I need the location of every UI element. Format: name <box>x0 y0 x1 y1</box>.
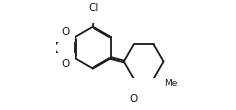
Text: Cl: Cl <box>89 3 99 13</box>
Text: O: O <box>130 94 138 104</box>
Text: O: O <box>61 27 69 37</box>
Text: O: O <box>61 59 69 69</box>
Text: Me: Me <box>164 79 177 88</box>
